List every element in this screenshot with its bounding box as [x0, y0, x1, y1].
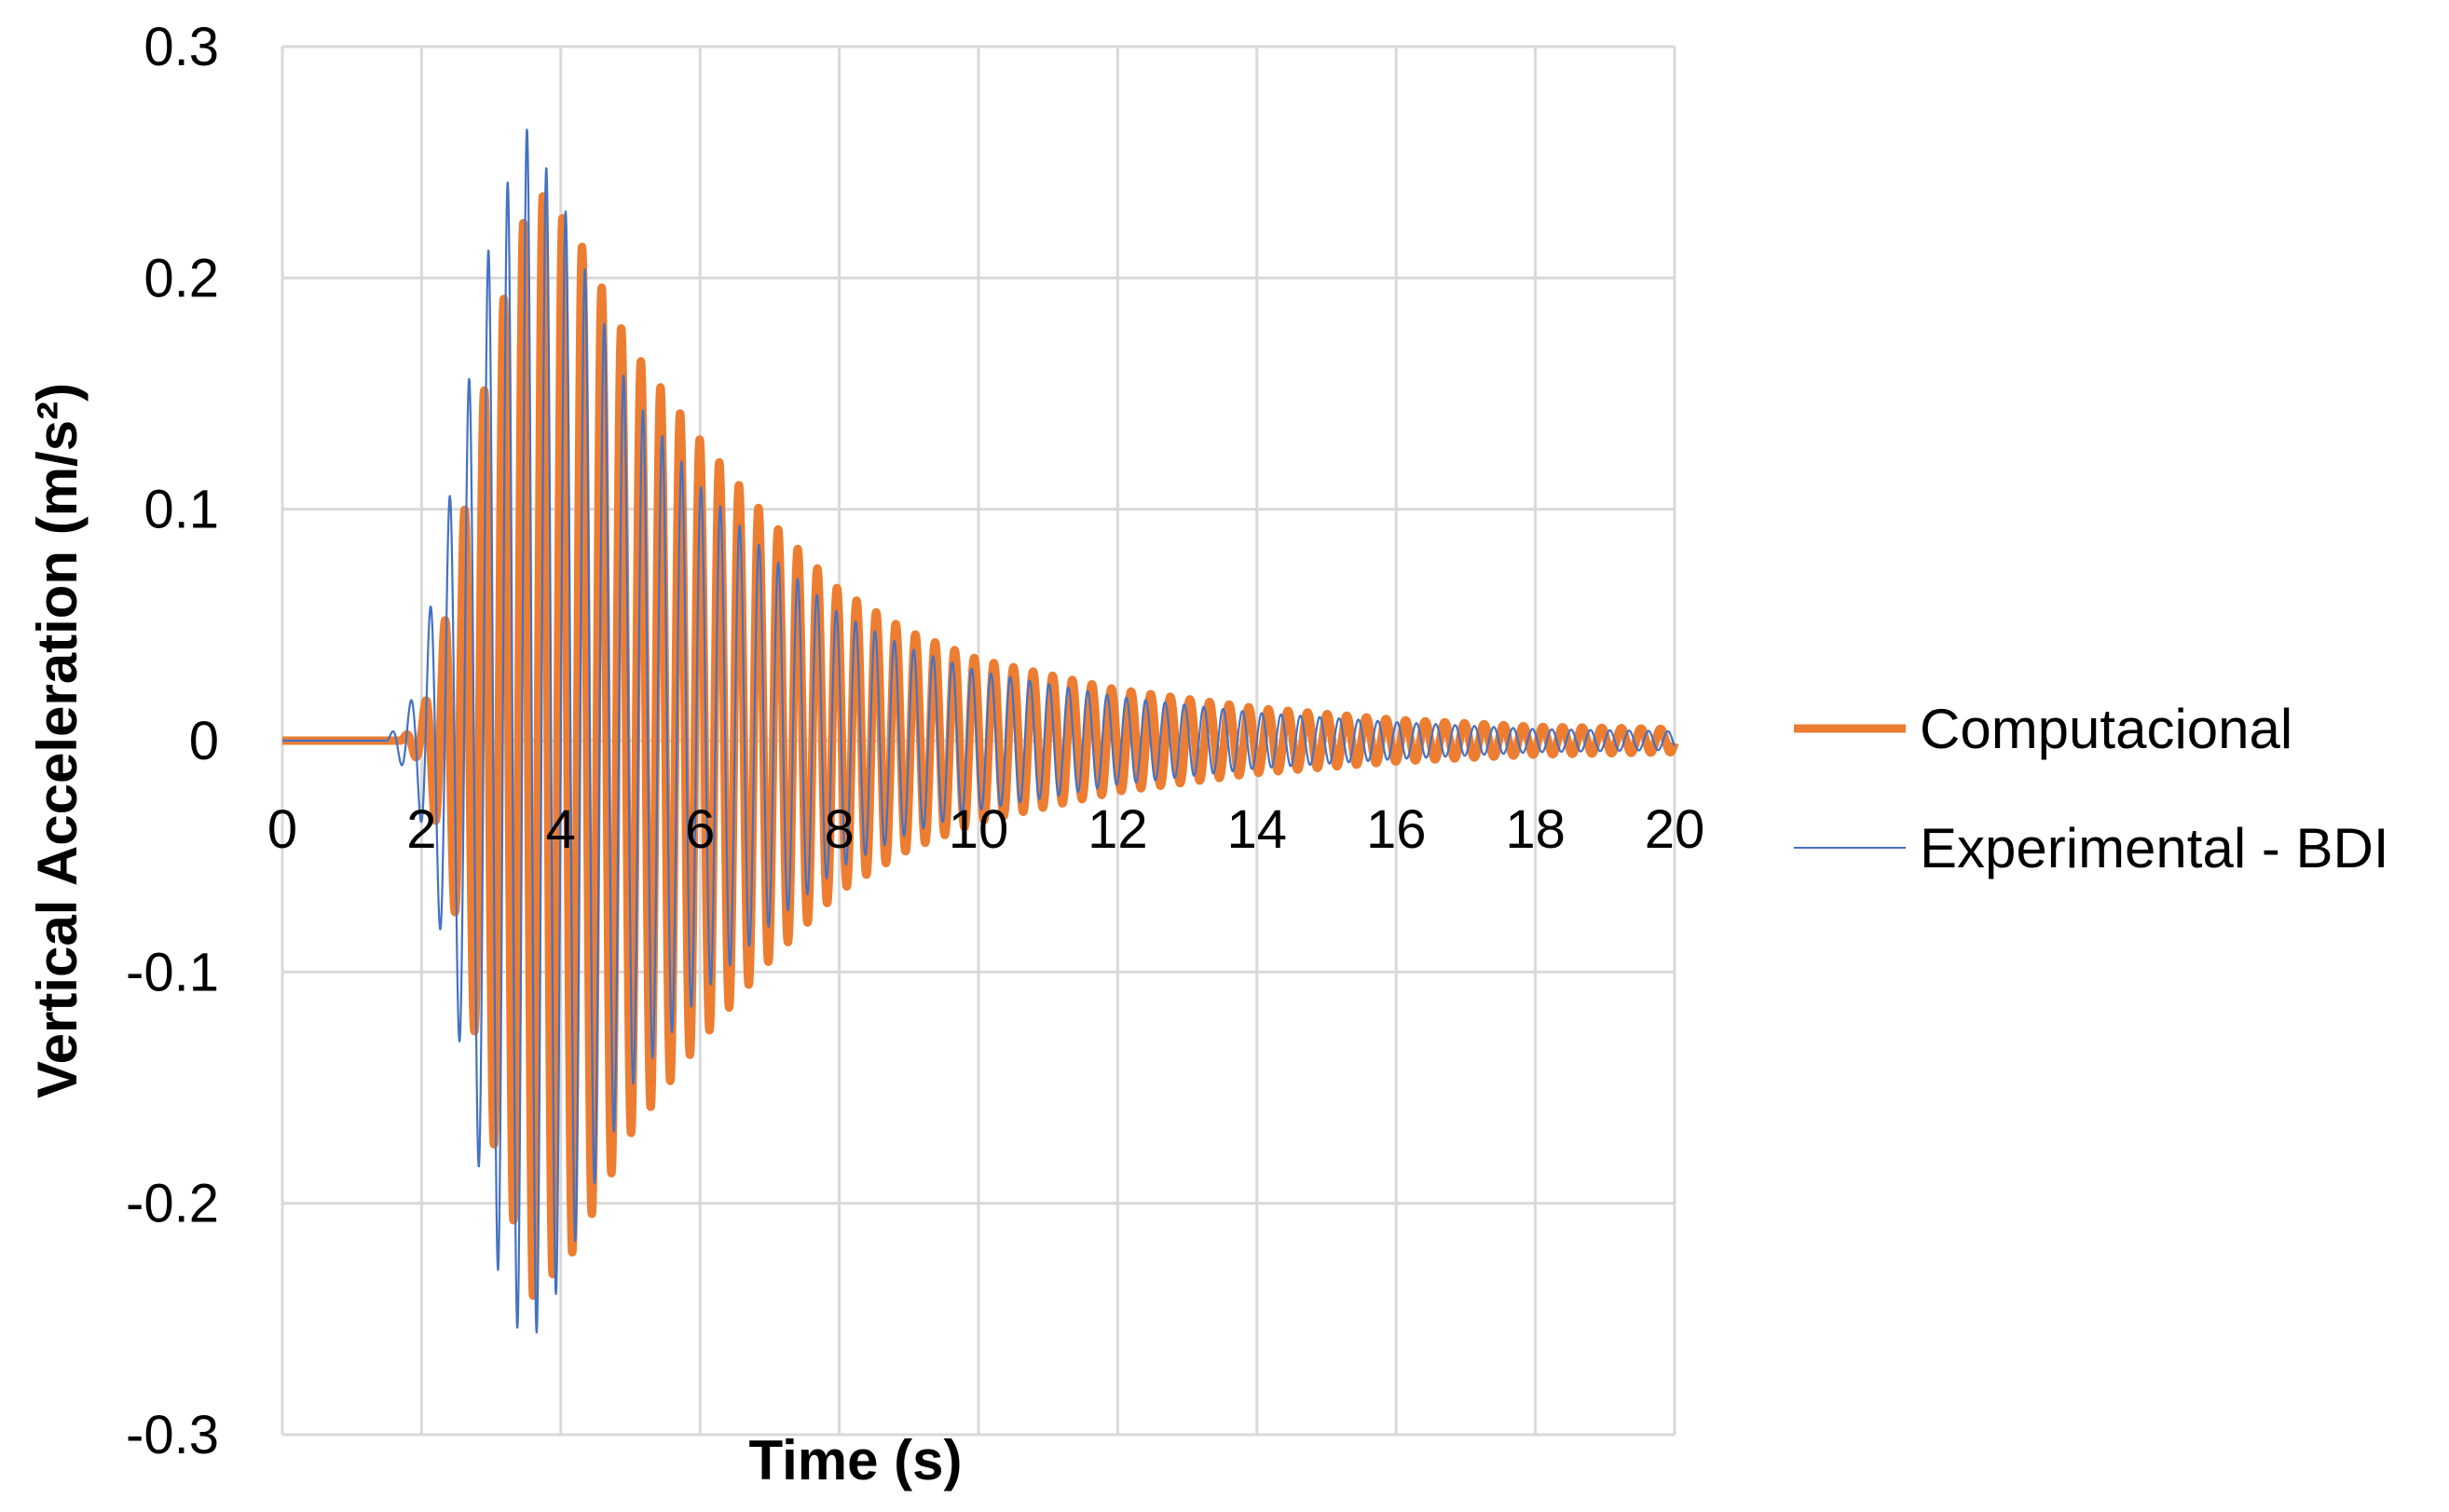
x-tick-label: 16: [1366, 799, 1427, 860]
x-tick-label: 18: [1505, 799, 1566, 860]
x-tick-label: 2: [406, 799, 436, 860]
x-tick-label: 20: [1645, 799, 1705, 860]
legend-label-computacional: Computacional: [1920, 698, 2292, 760]
grid: [280, 45, 1676, 1437]
y-tick-label: 0.1: [144, 480, 219, 540]
y-tick-label: -0.3: [126, 1405, 219, 1465]
x-tick-label: 0: [267, 799, 297, 860]
x-tick-label: 4: [546, 799, 576, 860]
x-tick-label: 12: [1088, 799, 1148, 860]
y-tick-label: 0.2: [144, 248, 219, 308]
legend-label-experimental: Experimental - BDI: [1920, 817, 2389, 879]
tick-labels: 0 2 4 6 8 10 12 14 16 18 20 0.3 0.2 0.1 0 -0.1 -0.2 -0.3: [126, 17, 1704, 1465]
y-tick-label: -0.1: [126, 942, 219, 1002]
y-tick-label: 0: [189, 711, 219, 771]
legend: Computacional Experimental - BDI: [1794, 698, 2389, 879]
x-tick-label: 6: [685, 799, 715, 860]
x-tick-label: 8: [824, 799, 854, 860]
x-axis-title: Time (s): [749, 1429, 963, 1492]
x-tick-label: 10: [949, 799, 1009, 860]
x-tick-label: 14: [1227, 799, 1288, 860]
series-line-experimental: [281, 129, 1676, 1334]
y-tick-label: 0.3: [144, 17, 219, 77]
series-lines: [278, 129, 1679, 1334]
y-axis-title: Vertical Acceleration (m/s²): [26, 383, 89, 1098]
y-tick-label: -0.2: [126, 1174, 219, 1234]
